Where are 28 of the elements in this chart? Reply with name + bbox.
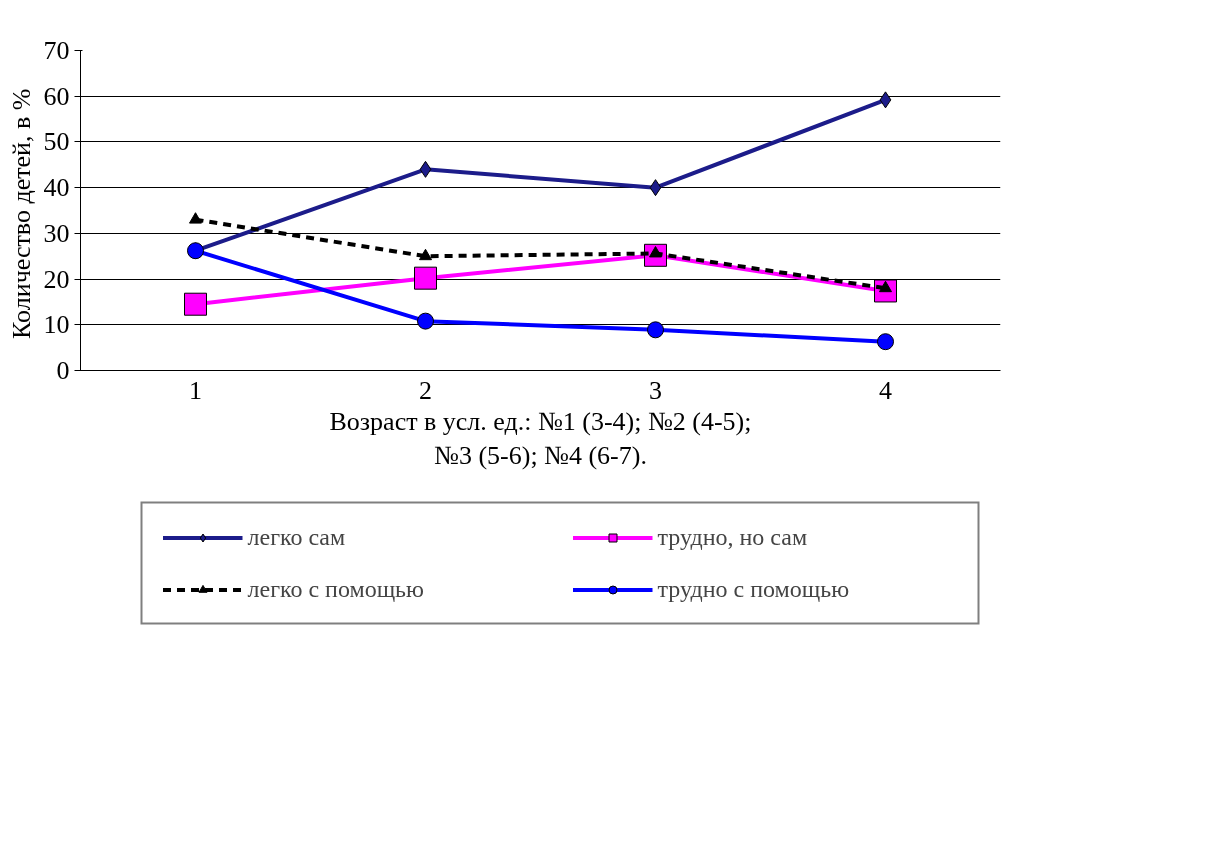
x-tick-label: 3 xyxy=(649,375,662,405)
point xyxy=(414,266,437,290)
point xyxy=(189,212,202,224)
point xyxy=(417,312,434,330)
x-tick-label: 1 xyxy=(189,375,202,405)
y-tick-label: 30 xyxy=(43,218,70,248)
point xyxy=(877,333,894,351)
y-tick-label: 50 xyxy=(43,127,70,157)
legend-label: трудно с помощью xyxy=(657,575,851,603)
legend-label: легко с помощью xyxy=(247,575,425,603)
y-tick-label: 10 xyxy=(43,310,70,340)
y-tick-label: 70 xyxy=(43,36,70,65)
x-axis-title: Возраст в усл. ед.: №1 (3-4); №2 (4-5); №3 (5-6); №4 (6-7). xyxy=(329,406,752,471)
y-tick-label: 20 xyxy=(43,264,70,294)
y-tick-label: 40 xyxy=(43,173,70,203)
y-axis-title: Количество детей, в % xyxy=(6,88,36,339)
point xyxy=(184,292,207,316)
x-tick-label: 2 xyxy=(419,375,432,405)
point xyxy=(419,248,432,261)
y-tick-label: 60 xyxy=(43,81,70,111)
point xyxy=(649,179,662,197)
point xyxy=(419,160,432,178)
x-tick-label: 4 xyxy=(879,375,892,405)
legend-label: трудно, но сам xyxy=(657,523,809,551)
point xyxy=(879,91,892,109)
legend-label: легко сам xyxy=(247,523,347,551)
y-tick-label: 0 xyxy=(56,356,70,385)
point xyxy=(647,321,664,339)
